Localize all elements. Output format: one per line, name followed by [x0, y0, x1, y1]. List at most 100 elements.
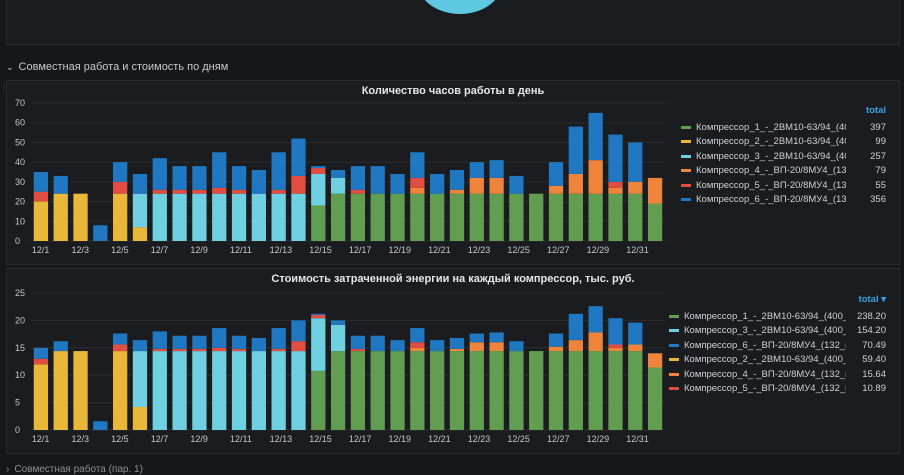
bar-segment[interactable]	[33, 201, 49, 241]
bar-segment[interactable]	[350, 351, 366, 430]
legend-item[interactable]: Компрессор_1_-_2ВМ10-63/94_(400_кВт) 238.…	[669, 310, 886, 322]
bar-segment[interactable]	[113, 351, 128, 430]
bar-segment[interactable]	[390, 351, 405, 430]
legend-item[interactable]: Компрессор_5_-_ВП-20/8МУ4_(132_кВт) 55	[681, 179, 886, 191]
legend-item[interactable]: Компрессор_4_-_ВП-20/8МУ4_(132_кВт) 15.64	[669, 368, 886, 380]
bar-segment[interactable]	[192, 189, 207, 194]
bar-segment[interactable]	[370, 335, 385, 352]
bar-segment[interactable]	[152, 193, 167, 241]
bar-segment[interactable]	[548, 333, 564, 347]
bar-segment[interactable]	[628, 193, 643, 241]
bar-segment[interactable]	[33, 172, 49, 192]
bar-segment[interactable]	[628, 142, 643, 182]
bar-segment[interactable]	[350, 189, 366, 194]
legend-item[interactable]: Компрессор_5_-_ВП-20/8МУ4_(132_кВт) 10.89	[669, 383, 886, 395]
bar-segment[interactable]	[489, 160, 504, 178]
bar-segment[interactable]	[489, 177, 504, 194]
bar-segment[interactable]	[152, 331, 167, 349]
bar-segment[interactable]	[469, 193, 484, 241]
bar-segment[interactable]	[469, 342, 484, 352]
bar-segment[interactable]	[271, 328, 286, 349]
bar-segment[interactable]	[529, 351, 544, 430]
bar-segment[interactable]	[608, 187, 623, 194]
bar-segment[interactable]	[410, 351, 425, 430]
bar-segment[interactable]	[231, 166, 247, 190]
bar-segment[interactable]	[231, 348, 247, 352]
bar-segment[interactable]	[588, 351, 603, 430]
bar-segment[interactable]	[548, 185, 564, 194]
bar-segment[interactable]	[608, 134, 623, 182]
bar-segment[interactable]	[251, 337, 266, 352]
bar-segment[interactable]	[647, 177, 663, 204]
bar-segment[interactable]	[271, 152, 286, 190]
bar-segment[interactable]	[291, 320, 306, 342]
bar-segment[interactable]	[93, 421, 108, 430]
bar-segment[interactable]	[33, 191, 49, 202]
legend-item[interactable]: Компрессор_1_-_2ВМ10-63/94_(400_кВт) 397	[681, 121, 886, 133]
legend-item[interactable]: Компрессор_3_-_2ВМ10-63/94_(400_кВт) 257	[681, 150, 886, 162]
bar-segment[interactable]	[568, 193, 583, 241]
legend-item[interactable]: Компрессор_6_-_ВП-20/8МУ4_(132_кВт) 70.49	[669, 339, 886, 351]
bar-segment[interactable]	[251, 351, 266, 430]
legend-total-header[interactable]: total	[865, 105, 886, 116]
bar-segment[interactable]	[231, 335, 247, 349]
bar-segment[interactable]	[608, 351, 623, 430]
bar-segment[interactable]	[548, 351, 564, 430]
bar-segment[interactable]	[311, 318, 326, 371]
bar-segment[interactable]	[93, 225, 108, 241]
bar-segment[interactable]	[410, 187, 425, 194]
bar-segment[interactable]	[311, 168, 326, 174]
bar-segment[interactable]	[53, 351, 68, 430]
bar-segment[interactable]	[469, 177, 484, 194]
bar-segment[interactable]	[449, 189, 465, 194]
row-header-joint-work[interactable]: ⌄ Совместная работа и стоимость по дням	[6, 61, 228, 73]
legend-item[interactable]: Компрессор_4_-_ВП-20/8МУ4_(132_кВт) 79	[681, 165, 886, 177]
bar-segment[interactable]	[489, 351, 504, 430]
bar-segment[interactable]	[350, 348, 366, 352]
bar-segment[interactable]	[410, 177, 425, 188]
bar-segment[interactable]	[212, 193, 227, 241]
bar-segment[interactable]	[53, 341, 68, 352]
bar-segment[interactable]	[608, 344, 623, 348]
bar-segment[interactable]	[291, 175, 306, 194]
bar-segment[interactable]	[231, 351, 247, 430]
bar-segment[interactable]	[628, 322, 643, 345]
bar-segment[interactable]	[548, 193, 564, 241]
bar-segment[interactable]	[152, 348, 167, 352]
bar-segment[interactable]	[212, 328, 227, 348]
bar-segment[interactable]	[113, 181, 128, 194]
bar-segment[interactable]	[449, 351, 465, 430]
bar-segment[interactable]	[410, 193, 425, 241]
bar-segment[interactable]	[113, 333, 128, 345]
bar-segment[interactable]	[271, 348, 286, 352]
bar-segment[interactable]	[113, 193, 128, 241]
bar-segment[interactable]	[568, 173, 583, 194]
bar-segment[interactable]	[390, 340, 405, 352]
bar-segment[interactable]	[172, 351, 187, 430]
bar-segment[interactable]	[53, 175, 68, 194]
bar-segment[interactable]	[152, 158, 167, 190]
bar-segment[interactable]	[212, 152, 227, 188]
bar-segment[interactable]	[311, 313, 326, 315]
bar-segment[interactable]	[647, 353, 663, 368]
bar-segment[interactable]	[449, 170, 465, 190]
bar-segment[interactable]	[449, 337, 465, 349]
bar-segment[interactable]	[608, 181, 623, 188]
bar-segment[interactable]	[390, 173, 405, 194]
bar-segment[interactable]	[410, 328, 425, 343]
bar-segment[interactable]	[291, 193, 306, 241]
bar-segment[interactable]	[330, 177, 346, 194]
bar-segment[interactable]	[330, 193, 346, 241]
bar-segment[interactable]	[588, 306, 603, 333]
bar-segment[interactable]	[311, 205, 326, 241]
bar-segment[interactable]	[608, 318, 623, 345]
bar-segment[interactable]	[172, 348, 187, 352]
bar-segment[interactable]	[647, 367, 663, 430]
legend-total-header[interactable]: total ▾	[858, 294, 886, 305]
bar-segment[interactable]	[172, 166, 187, 190]
bar-segment[interactable]	[588, 112, 603, 161]
bar-segment[interactable]	[608, 347, 623, 352]
bar-segment[interactable]	[509, 351, 524, 430]
bar-segment[interactable]	[33, 358, 49, 365]
bar-segment[interactable]	[350, 166, 366, 190]
